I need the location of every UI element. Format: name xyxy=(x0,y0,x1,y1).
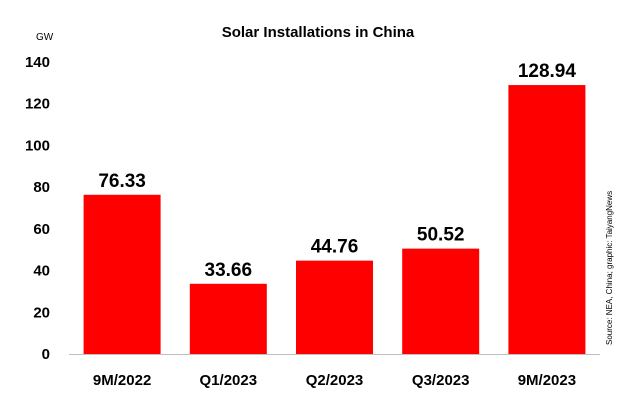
x-tick-label: Q3/2023 xyxy=(412,372,470,389)
bar-value-label: 76.33 xyxy=(98,171,146,192)
bar-value-label: 44.76 xyxy=(311,237,359,258)
y-tick-label: 40 xyxy=(33,263,50,280)
y-axis-ticks: 0 20 40 60 80 100 120 140 xyxy=(25,54,50,363)
y-tick-label: 80 xyxy=(33,179,50,196)
y-tick-label: 100 xyxy=(25,137,50,154)
bar-value-label: 128.94 xyxy=(518,61,577,82)
y-axis-unit-label: GW xyxy=(36,32,54,43)
bar xyxy=(83,194,161,354)
bar-value-label: 33.66 xyxy=(205,260,253,281)
y-tick-label: 0 xyxy=(42,346,50,363)
x-tick-label: 9M/2022 xyxy=(93,372,151,389)
bar xyxy=(508,85,586,355)
bar-value-label: 50.52 xyxy=(417,225,465,246)
data-labels-group: 76.33 33.66 44.76 50.52 128.94 xyxy=(98,61,576,281)
bar xyxy=(296,260,373,354)
y-tick-label: 140 xyxy=(25,54,50,71)
bars-group xyxy=(83,85,586,355)
x-tick-label: Q2/2023 xyxy=(306,372,364,389)
bar xyxy=(402,248,480,354)
y-tick-label: 60 xyxy=(33,221,50,238)
chart-title: Solar Installations in China xyxy=(222,24,415,41)
bar xyxy=(189,283,267,354)
source-note: Source: NEA, China; graphic: TaiyangNews xyxy=(605,191,614,345)
y-tick-label: 120 xyxy=(25,96,50,113)
x-axis-ticks: 9M/2022 Q1/2023 Q2/2023 Q3/2023 9M/2023 xyxy=(93,372,576,389)
x-tick-label: Q1/2023 xyxy=(200,372,258,389)
y-tick-label: 20 xyxy=(33,304,50,321)
x-tick-label: 9M/2023 xyxy=(518,372,576,389)
